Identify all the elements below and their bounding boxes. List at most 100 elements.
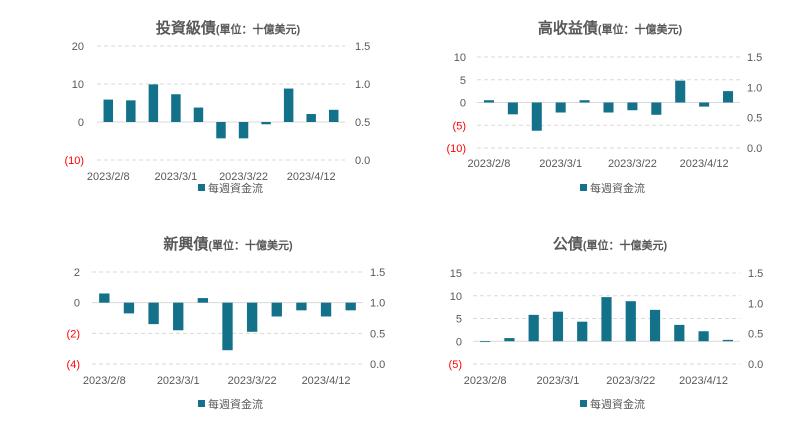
y2-tick-label: 0.0 [355, 155, 370, 167]
y2-tick-label: 0.0 [748, 359, 763, 371]
chart-title-unit: (單位：十億美元) [583, 238, 668, 252]
bar [306, 114, 316, 122]
bar [148, 302, 159, 325]
x-tick-label: 2023/3/22 [608, 158, 657, 170]
y-tick-label: 10 [72, 79, 84, 91]
legend: 每週資金流 [198, 181, 263, 195]
y2-tick-label: 0.5 [370, 328, 385, 340]
bar [99, 293, 110, 303]
bar [483, 100, 494, 103]
y-tick-label: 5 [456, 314, 462, 326]
y-tick-label: (10) [64, 155, 84, 167]
x-tick-label: 2023/3/1 [157, 375, 200, 387]
y-tick-label: (5) [453, 120, 466, 132]
chart-title-unit: (單位：十億美元) [598, 22, 683, 36]
bar [649, 309, 661, 342]
chart-title-unit: (單位：十億美元) [216, 22, 301, 36]
legend-swatch-icon [580, 400, 587, 407]
chart-title-unit: (單位：十億美元) [208, 238, 293, 252]
x-tick-label: 2023/3/1 [539, 158, 582, 170]
y-tick-label: (10) [446, 143, 466, 155]
legend: 每週資金流 [580, 181, 645, 195]
bar [222, 302, 233, 351]
chart-title: 投資級債(單位：十億美元) [156, 19, 301, 37]
y2-tick-label: 0.5 [747, 113, 762, 125]
bar [579, 100, 590, 103]
bar [603, 102, 614, 113]
y2-tick-label: 0.0 [370, 359, 385, 371]
x-tick-label: 2023/2/8 [464, 375, 507, 387]
bar [504, 338, 515, 342]
y-tick-label: 0 [78, 117, 84, 129]
bar [651, 102, 662, 115]
y2-tick-label: 1.5 [355, 41, 370, 53]
chart-title: 公債(單位：十億美元) [553, 235, 668, 253]
bar [261, 122, 271, 125]
y-tick-label: 2 [74, 267, 80, 279]
chart-1: 投資級債(單位：十億美元) 20 10 0 (10) 1.5 1.0 0.5 0.0 2023/2… [64, 19, 370, 195]
bar [238, 122, 249, 139]
legend-label: 每週資金流 [590, 181, 645, 195]
y2-tick-label: 0.0 [747, 143, 762, 155]
bar [528, 314, 539, 342]
bar [625, 301, 636, 342]
x-tick-label: 2023/3/22 [606, 375, 655, 387]
x-tick-label: 2023/4/12 [680, 158, 729, 170]
chart-3: 新興債(單位：十億美元) 2 0 (2) (4) 1.5 1.0 0.5 0.0 2023/2/8… [67, 235, 386, 411]
chart-title-main: 投資級債 [156, 19, 216, 37]
y-tick-label: 5 [460, 75, 466, 87]
bar [103, 99, 114, 122]
bar [197, 298, 209, 303]
x-tick-label: 2023/2/8 [87, 171, 130, 183]
bar [723, 91, 734, 103]
y2-tick-label: 1.0 [370, 298, 385, 310]
bar [320, 302, 332, 317]
x-tick-label: 2023/3/22 [228, 375, 277, 387]
x-tick-label: 2023/3/1 [154, 171, 197, 183]
y2-tick-label: 1.0 [748, 298, 763, 310]
legend-swatch-icon [580, 184, 587, 191]
y-tick-label: 20 [72, 41, 84, 53]
y-tick-label: 0 [460, 98, 466, 110]
y-tick-label: (5) [449, 359, 462, 371]
y-tick-label: 0 [456, 336, 462, 348]
bar [552, 311, 564, 342]
x-tick-label: 2023/2/8 [83, 375, 126, 387]
y2-tick-label: 1.5 [747, 52, 762, 64]
y2-tick-label: 1.0 [355, 79, 370, 91]
bar [123, 302, 135, 314]
chart-title: 高收益債(單位：十億美元) [538, 19, 683, 37]
chart-title-main: 新興債 [163, 235, 208, 253]
bar [173, 302, 184, 331]
legend-label: 每週資金流 [590, 397, 645, 411]
bar [216, 122, 226, 139]
legend: 每週資金流 [198, 397, 263, 411]
bar [674, 324, 685, 342]
bar [126, 100, 136, 122]
bar [531, 102, 542, 131]
y-tick-label: 10 [450, 291, 462, 303]
bar [722, 339, 733, 342]
x-tick-label: 2023/4/12 [302, 375, 351, 387]
bar [698, 331, 709, 342]
x-tick-label: 2023/2/8 [468, 158, 511, 170]
bar [480, 341, 491, 343]
bar [627, 102, 638, 111]
legend-swatch-icon [198, 400, 205, 407]
bar [296, 302, 307, 311]
bar [171, 94, 181, 122]
x-tick-label: 2023/3/22 [219, 171, 268, 183]
legend-label: 每週資金流 [208, 181, 263, 195]
y-tick-label: 10 [454, 52, 466, 64]
y2-tick-label: 1.5 [370, 267, 385, 279]
y-tick-label: (2) [67, 328, 80, 340]
x-tick-label: 2023/4/12 [287, 171, 336, 183]
legend-label: 每週資金流 [208, 397, 263, 411]
x-tick-label: 2023/3/1 [537, 375, 580, 387]
y2-tick-label: 0.5 [748, 329, 763, 341]
y-tick-label: 0 [74, 298, 80, 310]
bar [148, 84, 159, 122]
y-tick-label: (4) [67, 359, 80, 371]
bar [577, 321, 588, 342]
bar [675, 80, 686, 103]
